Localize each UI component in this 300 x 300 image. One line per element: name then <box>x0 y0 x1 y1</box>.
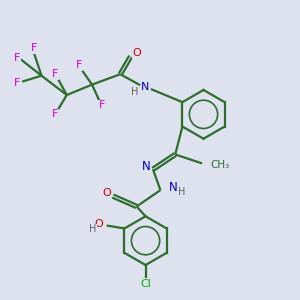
Text: O: O <box>132 48 141 59</box>
Text: F: F <box>76 60 83 70</box>
Text: F: F <box>31 43 37 53</box>
Text: F: F <box>99 100 105 110</box>
Text: CH₃: CH₃ <box>210 160 230 170</box>
Text: Cl: Cl <box>140 279 151 289</box>
Text: H: H <box>178 187 185 196</box>
Text: O: O <box>102 188 111 198</box>
Text: F: F <box>52 69 58 79</box>
Text: F: F <box>14 78 20 88</box>
Text: N: N <box>142 160 151 173</box>
Text: F: F <box>52 109 58 119</box>
Text: H: H <box>89 224 96 234</box>
Text: O: O <box>94 219 103 229</box>
Text: N: N <box>169 181 178 194</box>
Text: H: H <box>130 87 138 97</box>
Text: F: F <box>14 53 20 63</box>
Text: N: N <box>141 82 150 92</box>
